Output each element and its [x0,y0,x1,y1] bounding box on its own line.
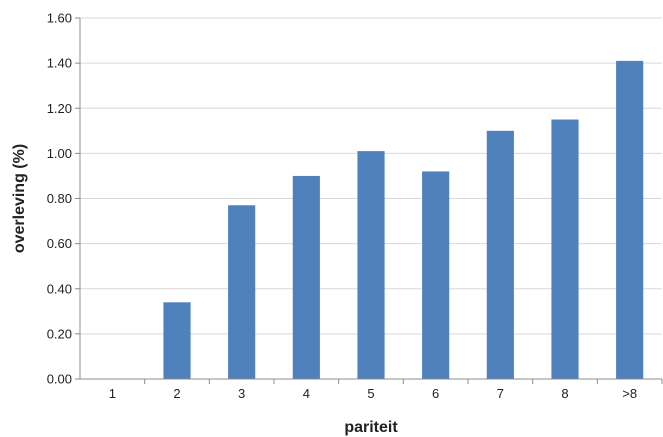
y-tick-label: 0.60 [47,236,72,251]
x-tick-label: 7 [497,386,504,401]
y-tick-label: 1.20 [47,101,72,116]
x-tick-label: 1 [109,386,116,401]
x-tick-label: 3 [238,386,245,401]
y-tick-label: 0.20 [47,326,72,341]
x-axis-title: pariteit [344,419,398,436]
bar->8 [616,60,644,380]
x-tick-label: >8 [622,386,637,401]
x-tick-label: 6 [432,386,439,401]
bar-4 [292,175,320,379]
bar-8 [551,119,579,379]
y-tick-label: 0.40 [47,281,72,296]
x-tick-label: 8 [561,386,568,401]
bar-7 [486,130,514,379]
bar-2 [163,302,191,379]
y-tick-labels: 0.00 0.20 0.40 0.60 0.80 1.00 1.20 1.40 1.60 [47,11,72,387]
x-tick-label: 5 [367,386,374,401]
x-tick-label: 2 [173,386,180,401]
y-tick-label: 0.00 [47,372,72,387]
bars [163,60,644,380]
y-tick-label: 1.60 [47,11,72,26]
y-axis-title: overleving (%) [11,144,28,253]
axes [75,17,663,384]
x-tick-labels: 1 2 3 4 5 6 7 8 >8 [109,386,637,401]
bar-5 [357,151,385,379]
bar-6 [422,171,450,379]
bar-3 [228,205,256,379]
x-tick-label: 4 [303,386,310,401]
y-tick-label: 1.40 [47,56,72,71]
y-tick-label: 1.00 [47,146,72,161]
y-tick-label: 0.80 [47,191,72,206]
